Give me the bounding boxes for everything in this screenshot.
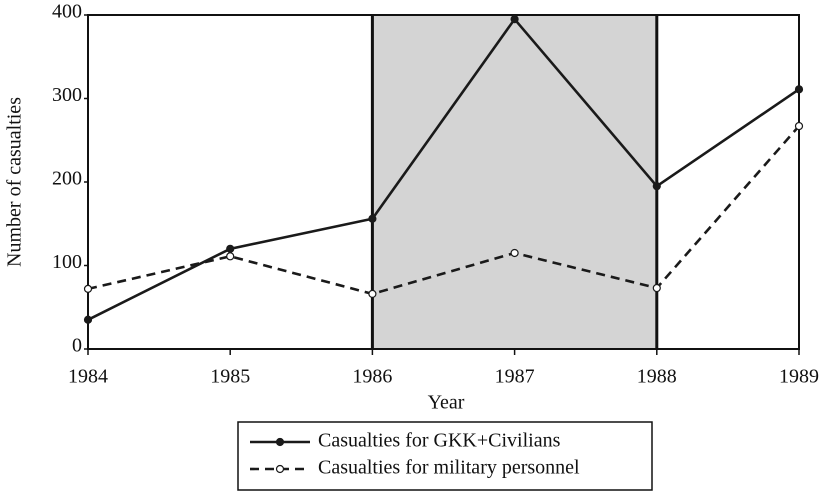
point bbox=[652, 182, 661, 191]
y-axis-label: Number of casualties bbox=[4, 97, 26, 267]
legend-box bbox=[237, 421, 653, 491]
x-tick-label: 1986 bbox=[352, 366, 392, 388]
x-tick-label: 1987 bbox=[495, 366, 535, 388]
legend-label: Casualties for GKK+Civilians bbox=[318, 430, 561, 452]
legend-marker bbox=[275, 437, 285, 447]
x-tick-label: 1984 bbox=[68, 366, 108, 388]
point bbox=[226, 244, 235, 253]
y-tick-label: 100 bbox=[52, 251, 82, 273]
y-tick-label: 200 bbox=[52, 168, 82, 190]
point bbox=[83, 284, 93, 293]
x-tick-label: 1985 bbox=[210, 366, 250, 388]
point bbox=[368, 289, 377, 298]
shaded-region bbox=[372, 15, 657, 349]
x-axis-label: Year bbox=[428, 392, 465, 414]
legend-marker bbox=[275, 464, 285, 474]
series-line bbox=[87, 125, 800, 296]
point bbox=[368, 214, 377, 223]
x-tick-label: 1988 bbox=[637, 366, 677, 388]
y-tick-label: 0 bbox=[72, 335, 82, 357]
point bbox=[510, 248, 519, 258]
y-tick-label: 300 bbox=[52, 84, 82, 106]
x-tick-label: 1989 bbox=[779, 366, 819, 388]
y-tick-label: 400 bbox=[52, 1, 82, 23]
point bbox=[652, 283, 661, 293]
point bbox=[794, 121, 804, 131]
point bbox=[510, 15, 519, 24]
point bbox=[83, 315, 93, 324]
point bbox=[794, 85, 804, 94]
legend-label: Casualties for military personnel bbox=[318, 457, 580, 479]
point bbox=[226, 252, 235, 261]
